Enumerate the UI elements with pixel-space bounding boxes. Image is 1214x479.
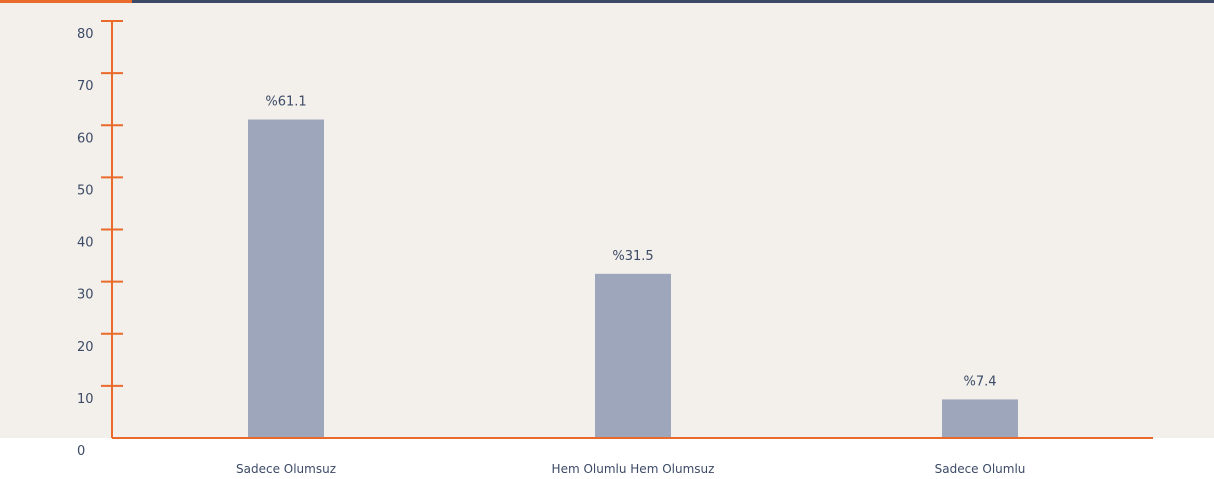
bar-3 [942, 399, 1018, 438]
bar-1 [248, 119, 324, 439]
category-label-2: Hem Olumlu Hem Olumsuz [552, 462, 715, 476]
y-tick-label-0: 0 [77, 444, 85, 459]
y-tick-label-20: 20 [77, 340, 94, 355]
category-label-1: Sadece Olumsuz [236, 462, 336, 476]
y-tick-label-40: 40 [77, 236, 94, 251]
y-tick-label-70: 70 [77, 79, 94, 94]
category-label-3: Sadece Olumlu [935, 462, 1026, 476]
bar-value-label-1: %61.1 [265, 95, 306, 110]
y-tick-label-10: 10 [77, 392, 94, 407]
y-tick-label-30: 30 [77, 288, 94, 303]
top-border-line [0, 0, 1214, 3]
y-tick-label-60: 60 [77, 131, 94, 146]
bar-value-label-3: %7.4 [963, 374, 996, 389]
y-tick-label-80: 80 [77, 27, 94, 42]
y-tick-label-50: 50 [77, 183, 94, 198]
bar-2 [595, 273, 671, 438]
bar-value-label-2: %31.5 [612, 249, 653, 264]
top-accent-bar [0, 0, 132, 4]
